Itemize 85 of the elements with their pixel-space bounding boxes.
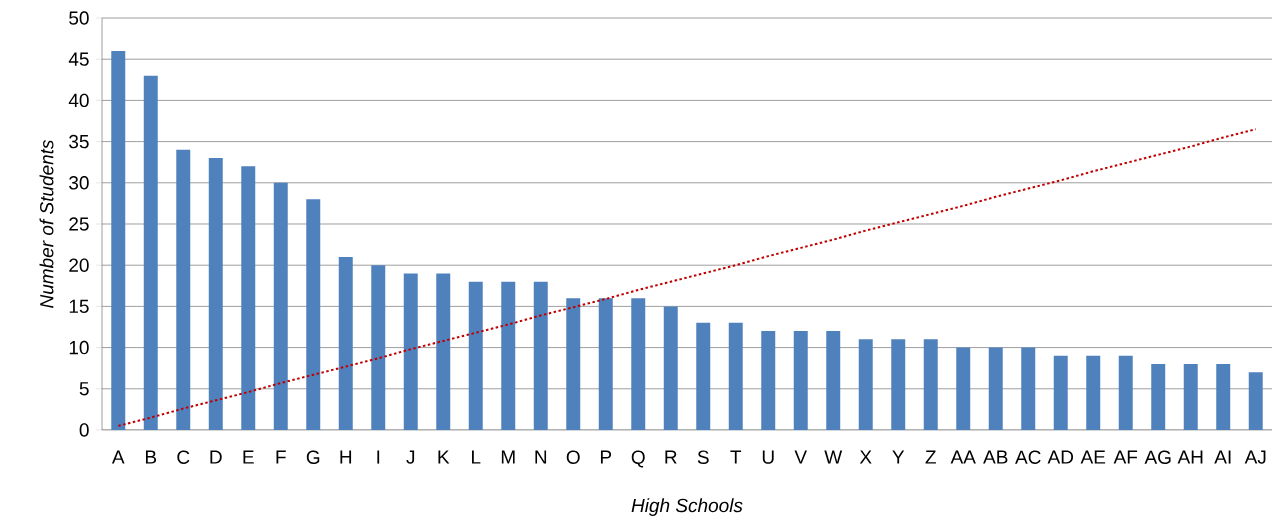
bar <box>1021 347 1036 430</box>
x-tick-label: H <box>340 450 352 464</box>
bar <box>956 347 971 430</box>
bar <box>371 265 386 430</box>
x-tick-label: AI <box>1214 450 1231 464</box>
bar <box>728 322 743 430</box>
y-tick-label: 30 <box>69 176 89 190</box>
bar <box>858 339 873 430</box>
x-tick-label: Q <box>631 450 645 468</box>
y-tick-label: 5 <box>79 382 89 396</box>
y-tick-label: 25 <box>69 217 89 231</box>
x-tick-label: I <box>377 450 380 464</box>
bar <box>143 75 158 430</box>
x-tick-label: E <box>243 450 254 464</box>
bar <box>403 273 418 430</box>
bar <box>338 256 353 430</box>
bar <box>1053 355 1068 430</box>
y-tick-label: 35 <box>69 134 89 149</box>
bar <box>793 331 808 430</box>
bar <box>1216 364 1231 430</box>
x-axis-title: High Schools <box>631 498 743 516</box>
bar <box>891 339 906 430</box>
x-tick-label: F <box>276 450 286 464</box>
x-tick-label: W <box>824 450 843 464</box>
y-axis-title: Number of Students <box>39 139 54 308</box>
x-tick-label: AF <box>1113 450 1138 464</box>
bar <box>631 298 646 430</box>
bar <box>176 149 191 430</box>
x-tick-label: R <box>665 450 677 464</box>
x-tick-label: AB <box>983 450 1008 464</box>
y-tick-label: 45 <box>68 52 89 66</box>
bar <box>1248 372 1263 430</box>
bar <box>111 50 126 430</box>
x-tick-label: P <box>600 450 612 464</box>
x-tick-label: T <box>730 450 742 464</box>
x-tick-label: G <box>306 450 320 464</box>
x-tick-label: AD <box>1047 450 1074 464</box>
x-tick-label: Z <box>925 450 936 464</box>
bar <box>663 306 678 430</box>
bar <box>501 281 516 430</box>
x-tick-label: Y <box>892 450 905 464</box>
bar <box>988 347 1003 430</box>
x-tick-label: U <box>762 450 774 464</box>
x-tick-label: X <box>859 450 872 464</box>
x-tick-label: N <box>535 450 547 464</box>
x-tick-label: J <box>406 450 415 464</box>
y-tick-label: 15 <box>69 299 89 314</box>
x-tick-label: V <box>794 450 807 464</box>
x-tick-label: K <box>438 450 450 464</box>
bar <box>533 281 548 430</box>
x-tick-label: D <box>210 450 222 464</box>
bar <box>1183 364 1198 430</box>
x-tick-label: A <box>111 450 125 464</box>
x-tick-label: B <box>145 450 157 464</box>
y-tick-label: 50 <box>69 11 89 25</box>
bar <box>1086 355 1101 430</box>
bar <box>566 298 581 430</box>
bar <box>273 182 288 430</box>
x-tick-label: AA <box>950 450 976 464</box>
y-tick-label: 40 <box>68 93 89 108</box>
bar <box>598 298 613 430</box>
x-tick-label: S <box>697 450 709 464</box>
bar <box>241 166 256 430</box>
x-tick-label: AH <box>1177 450 1203 464</box>
bar <box>1151 364 1166 430</box>
y-tick-label: 10 <box>69 340 89 355</box>
bar <box>826 331 841 430</box>
y-tick-label: 0 <box>79 423 89 437</box>
bar <box>436 273 451 430</box>
x-tick-label: L <box>472 450 481 464</box>
x-tick-label: AE <box>1080 450 1106 464</box>
bar <box>696 322 711 430</box>
bar <box>468 281 483 430</box>
bar <box>208 158 223 430</box>
bar <box>306 199 321 430</box>
x-tick-label: C <box>177 450 190 464</box>
x-tick-label: AG <box>1144 450 1171 464</box>
x-tick-label: M <box>501 450 515 464</box>
x-tick-label: AJ <box>1244 450 1266 464</box>
y-tick-label: 20 <box>69 258 89 272</box>
x-tick-label: AC <box>1015 450 1041 464</box>
x-tick-label: O <box>566 450 580 464</box>
bar <box>1118 355 1133 430</box>
bar <box>761 331 776 430</box>
bar <box>923 339 938 430</box>
